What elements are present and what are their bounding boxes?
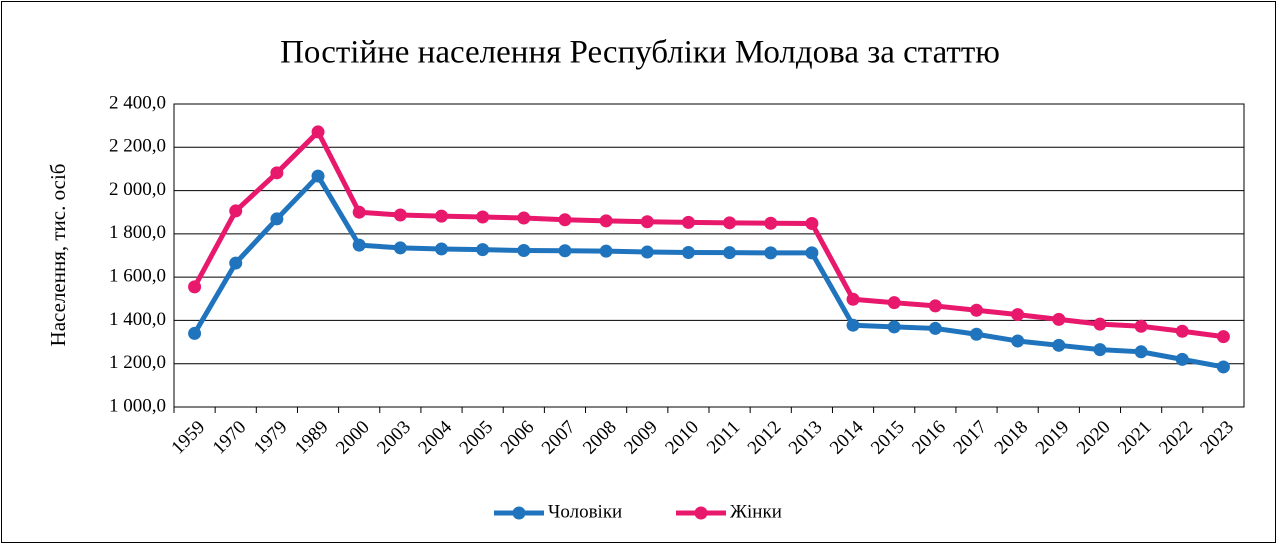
point bbox=[723, 216, 737, 230]
point bbox=[599, 244, 613, 258]
point bbox=[928, 321, 942, 335]
point bbox=[970, 303, 983, 317]
point bbox=[805, 216, 819, 230]
point bbox=[558, 213, 572, 227]
point bbox=[805, 246, 819, 260]
point bbox=[188, 326, 202, 340]
point bbox=[640, 245, 654, 259]
y-tick-label: 1 000,0 bbox=[109, 395, 166, 416]
point bbox=[640, 215, 654, 229]
point bbox=[1052, 338, 1066, 352]
point bbox=[1011, 334, 1025, 348]
point bbox=[681, 245, 695, 259]
point bbox=[846, 318, 860, 332]
legend-marker bbox=[694, 506, 708, 520]
legend-marker bbox=[512, 506, 526, 520]
chart-title: Постійне населення Республіки Молдова за… bbox=[280, 35, 1000, 71]
point bbox=[229, 256, 243, 270]
point bbox=[970, 327, 983, 341]
point bbox=[393, 241, 407, 255]
point bbox=[764, 246, 778, 260]
point bbox=[1011, 308, 1025, 322]
point bbox=[352, 205, 366, 219]
point bbox=[723, 246, 737, 260]
point bbox=[311, 169, 325, 183]
point bbox=[393, 208, 407, 222]
point bbox=[435, 209, 448, 223]
point bbox=[476, 210, 490, 224]
point bbox=[476, 243, 490, 257]
point bbox=[1216, 330, 1230, 344]
point bbox=[1134, 345, 1148, 359]
point bbox=[352, 238, 366, 252]
point bbox=[1093, 343, 1107, 357]
y-tick-label: 2 200,0 bbox=[109, 136, 166, 157]
point bbox=[1093, 317, 1107, 331]
y-tick-label: 1 400,0 bbox=[109, 309, 166, 330]
y-axis-label: Населення, тис. осіб bbox=[46, 164, 70, 347]
point bbox=[846, 292, 860, 306]
point bbox=[311, 125, 325, 139]
point bbox=[1216, 360, 1230, 374]
point bbox=[558, 244, 572, 258]
y-tick-label: 1 600,0 bbox=[109, 266, 166, 287]
y-tick-label: 2 000,0 bbox=[109, 179, 166, 200]
point bbox=[517, 244, 531, 258]
point bbox=[517, 211, 531, 225]
point bbox=[887, 296, 901, 310]
point bbox=[270, 166, 284, 180]
point bbox=[1134, 319, 1148, 333]
series-line bbox=[192, 129, 1224, 340]
point bbox=[599, 214, 613, 228]
legend-label: Жінки bbox=[730, 501, 782, 522]
point bbox=[764, 216, 778, 230]
y-tick-label: 1 200,0 bbox=[109, 352, 166, 373]
legend-label: Чоловіки bbox=[548, 501, 622, 522]
point bbox=[1175, 324, 1189, 338]
point bbox=[270, 212, 284, 226]
y-tick-label: 2 400,0 bbox=[109, 92, 166, 113]
y-tick-label: 1 800,0 bbox=[109, 222, 166, 243]
series-line bbox=[192, 173, 1224, 370]
point bbox=[928, 299, 942, 313]
point bbox=[229, 204, 243, 218]
point bbox=[188, 280, 202, 294]
point bbox=[681, 215, 695, 229]
point bbox=[1052, 312, 1066, 326]
point bbox=[435, 242, 448, 256]
point bbox=[1175, 352, 1189, 366]
point bbox=[887, 320, 901, 334]
